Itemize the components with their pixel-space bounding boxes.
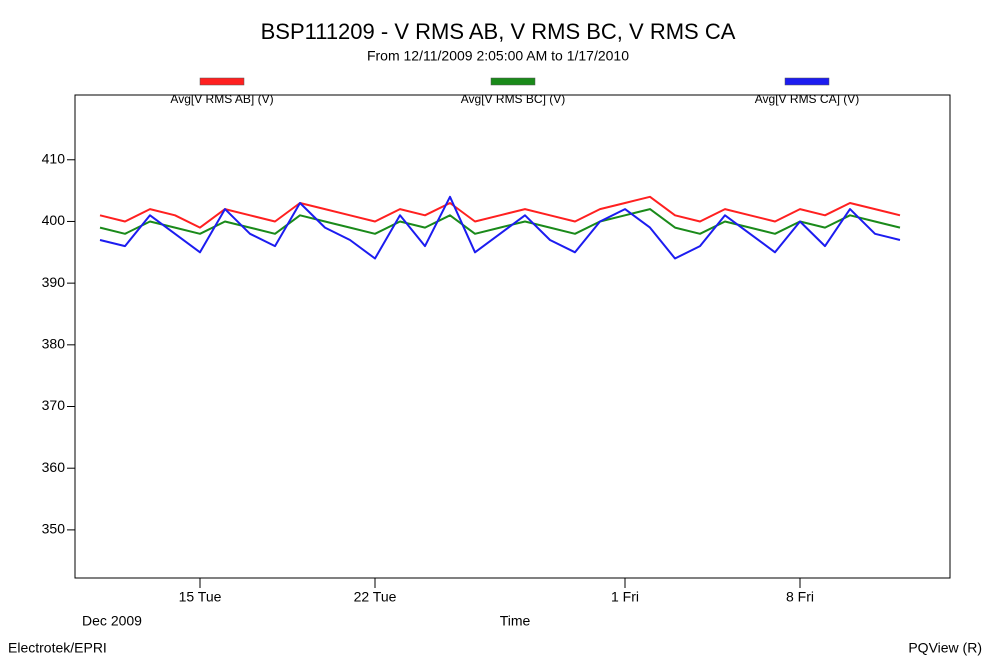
legend-label: Avg[V RMS BC] (V) (461, 92, 565, 106)
y-tick-label: 370 (42, 397, 66, 413)
chart-subtitle: From 12/11/2009 2:05:00 AM to 1/17/2010 (367, 48, 629, 64)
legend-swatch (199, 77, 245, 86)
legend-swatch (490, 77, 536, 86)
legend-swatch (784, 77, 830, 86)
y-tick-label: 360 (42, 459, 66, 475)
legend-label: Avg[V RMS AB] (V) (170, 92, 273, 106)
footer-right: PQView (R) (908, 640, 982, 656)
x-tick-label: 15 Tue (179, 589, 222, 605)
x-tick-label: 22 Tue (354, 589, 397, 605)
footer-left: Electrotek/EPRI (8, 640, 107, 656)
legend-label: Avg[V RMS CA] (V) (755, 92, 859, 106)
series-line (99, 208, 901, 235)
x-period-label: Dec 2009 (82, 613, 142, 629)
plot-frame (74, 94, 951, 579)
x-tick-label: 1 Fri (611, 589, 639, 605)
x-axis-label: Time (500, 613, 531, 629)
series-line (99, 195, 901, 229)
series-line (99, 195, 901, 260)
y-tick-label: 350 (42, 521, 66, 537)
y-tick-label: 410 (42, 150, 66, 166)
x-tick-label: 8 Fri (786, 589, 814, 605)
y-tick-label: 380 (42, 336, 66, 352)
chart-title: BSP111209 - V RMS AB, V RMS BC, V RMS CA (261, 19, 736, 44)
y-tick-label: 390 (42, 274, 66, 290)
y-tick-label: 400 (42, 212, 66, 228)
